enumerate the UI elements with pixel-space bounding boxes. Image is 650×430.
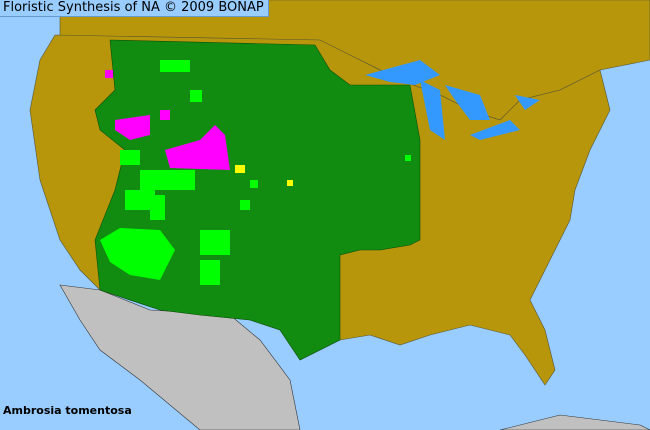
present-counties	[100, 60, 411, 285]
species-label: Ambrosia tomentosa	[3, 404, 132, 417]
great-lakes	[365, 60, 540, 140]
adventive-counties	[235, 165, 293, 186]
cuba-region	[499, 414, 650, 430]
rare-counties	[105, 70, 230, 170]
mexico-region	[59, 284, 301, 430]
map-title: Floristic Synthesis of NA © 2009 BONAP	[0, 0, 269, 17]
